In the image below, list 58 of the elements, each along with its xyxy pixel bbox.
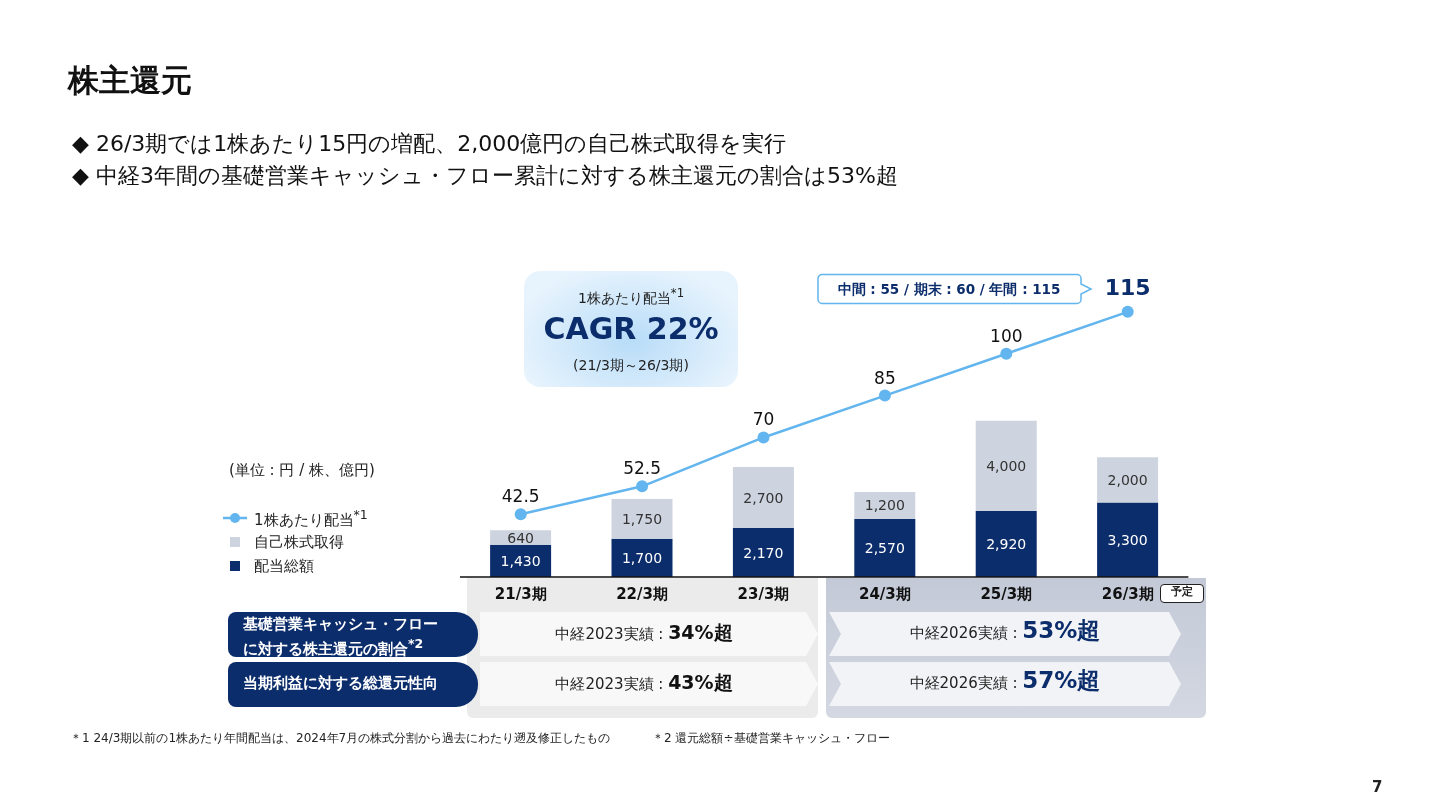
point [1121,305,1134,318]
legend-label: 自己株式取得 [254,532,344,552]
legend-label: 配当総額 [254,556,314,576]
text: 中経2023実績 : 34%超 [555,621,733,643]
annotation: 1株あたり配当$^{*1}$ [577,286,685,306]
data-label: 1,700 [621,549,663,566]
text: 予定 [1171,585,1193,598]
point [757,431,770,444]
text: 中経2023実績 : 43%超 [555,671,733,693]
text: 7 [1372,778,1383,796]
text: ＊2 還元総額÷基礎営業キャッシュ・フロー [652,731,890,745]
text: 中経2026実績 : 57%超 [909,667,1101,693]
data-label: 2,570 [864,540,905,557]
data-label: 42.5 [501,486,540,507]
legend-label: 1株あたり配当$^{*1}$ [254,506,368,530]
bar [1097,502,1159,577]
text: 株主還元 [68,62,192,98]
bar [975,511,1037,577]
x-tick-label: 21/3期 [494,585,547,603]
data-label: 85 [874,367,896,388]
text: 基礎営業キャッシュ・フローに対する株主還元の割合$^{*2}$ [243,615,438,658]
bar [975,420,1037,512]
text: 当期利益に対する総還元性向 [243,674,438,692]
data-label: 52.5 [623,458,662,479]
bar [1097,457,1159,503]
bar [732,528,794,577]
data-label: 100 [990,325,1023,346]
data-label: 4,000 [986,457,1027,474]
data-label: 2,700 [743,489,784,506]
annotation: CAGR 22% [543,311,719,346]
chart-subtitle: ◆ 26/3期では1株あたり15円の増配、2,000億円の自己株式取得を実行 ◆ 中経3年間の基礎営業キャッシュ・フロー累計に対する株主還元の割合は53%超 [72,131,898,188]
point [514,508,527,521]
text: ＊1 24/3期以前の1株あたり年間配当は、2024年7月の株式分割から過去にわたり遡及修正したもの [70,731,611,745]
point [1000,347,1013,360]
bar [732,467,794,529]
point [636,480,649,493]
bar [611,499,673,539]
data-label: 640 [507,529,534,546]
data-label: 2,920 [986,536,1027,553]
text: (単位 : 円 / 株、億円) [229,461,375,479]
annotation: (21/3期～26/3期) [573,357,689,373]
data-label: 3,300 [1107,531,1148,548]
data-label: 115 [1104,274,1151,300]
point [878,389,891,402]
x-tick-label: 22/3期 [616,585,668,603]
data-label: 70 [752,409,775,430]
x-tick-label: 23/3期 [737,585,790,603]
x-tick-label: 26/3期 [1101,585,1154,603]
data-label: 1,200 [864,497,905,514]
annotation: 中間 : 55 / 期末 : 60 / 年間 : 115 [837,281,1061,297]
data-label: 1,750 [621,510,663,527]
x-tick-label: 25/3期 [980,585,1033,603]
data-label: 1,430 [500,552,541,569]
bar [854,518,916,577]
data-label: 2,000 [1107,471,1148,488]
x-tick-label: 24/3期 [859,585,911,603]
text: 中経2026実績 : 53%超 [909,617,1101,643]
data-label: 2,170 [743,544,784,561]
